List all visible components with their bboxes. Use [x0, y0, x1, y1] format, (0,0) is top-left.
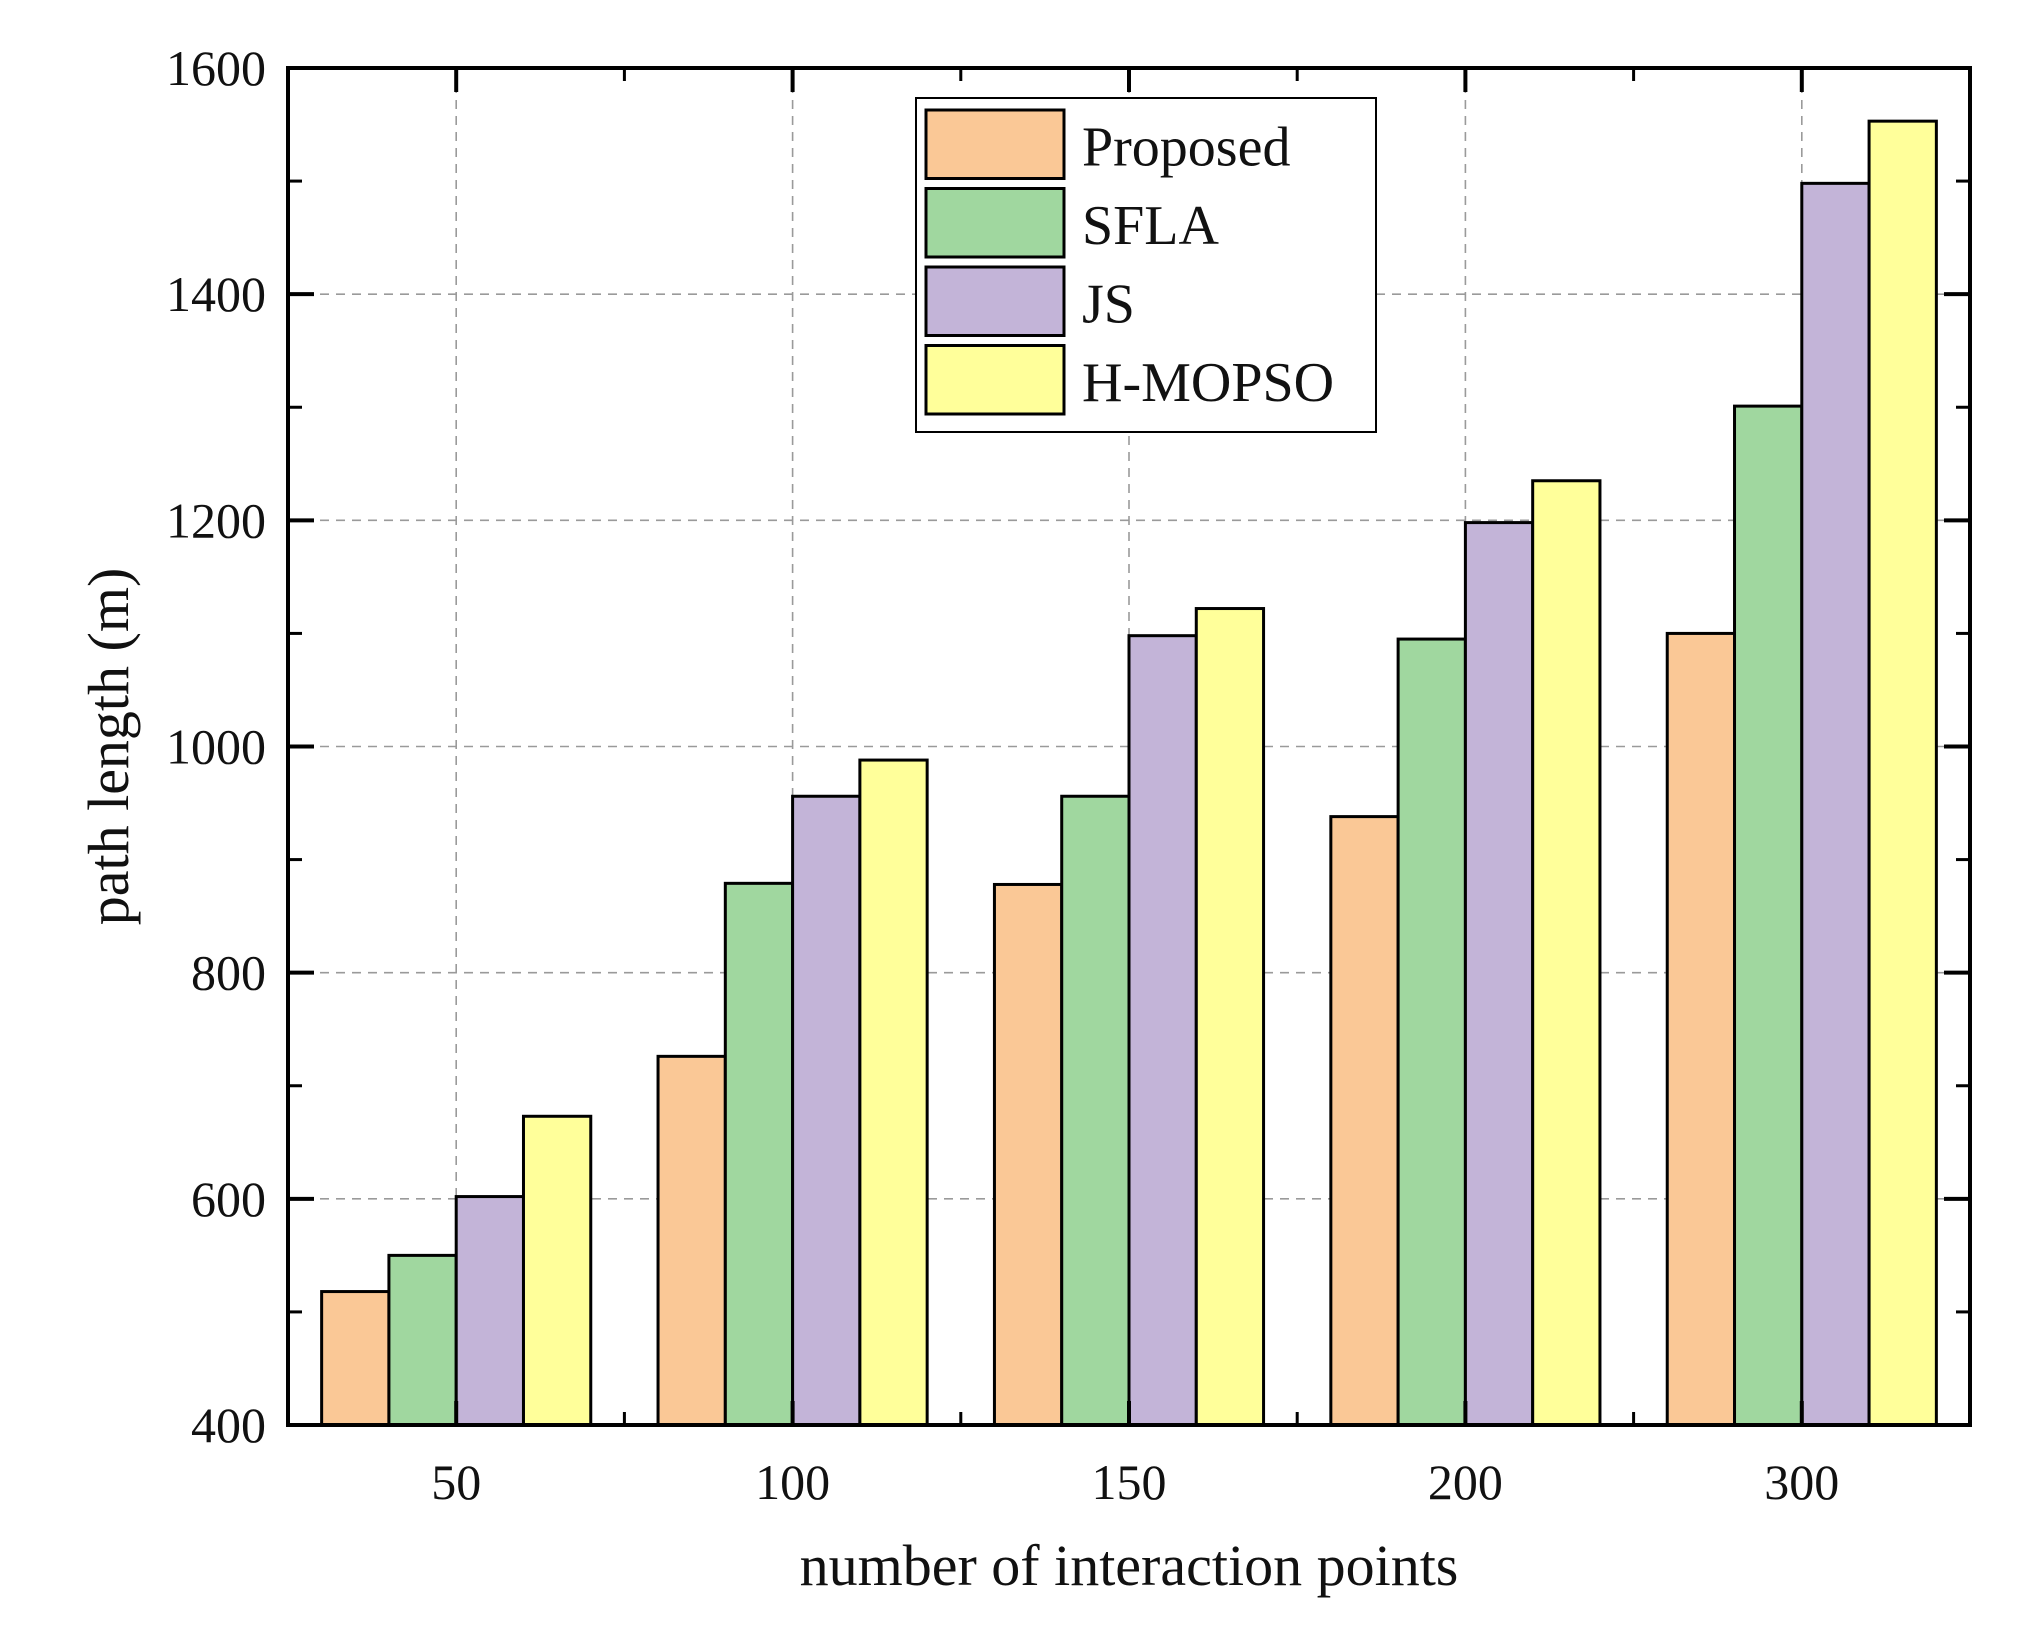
- bar-h-mopso-150: [1194, 607, 1266, 1427]
- legend-swatch-proposed: [924, 108, 1066, 180]
- bar-js-150: [1127, 634, 1198, 1427]
- legend-swatch-js: [924, 265, 1066, 337]
- legend-swatch-h-mopso: [924, 344, 1066, 416]
- bar-sfla-200: [1396, 637, 1467, 1427]
- bar-h-mopso-300: [1867, 119, 1938, 1427]
- y-tick-label: 1400: [166, 266, 266, 322]
- axis-ticks: [288, 66, 1970, 1427]
- legend-label-sfla: SFLA: [1082, 195, 1219, 257]
- bar-h-mopso-50: [521, 1114, 593, 1427]
- y-tick-labels: 400 600 800 1000 1200 1400 1600: [166, 40, 266, 1453]
- bar-proposed-100: [656, 1054, 727, 1427]
- bar-sfla-300: [1733, 404, 1804, 1427]
- x-tick-label: 200: [1428, 1454, 1503, 1510]
- x-tick-label: 150: [1092, 1454, 1167, 1510]
- bar-js-300: [1800, 181, 1871, 1427]
- bar-sfla-50: [387, 1253, 458, 1427]
- x-axis-title: number of interaction points: [800, 1533, 1459, 1598]
- bar-sfla-100: [723, 881, 795, 1427]
- bar-h-mopso-100: [858, 758, 929, 1427]
- legend-label-h-mopso: H-MOPSO: [1082, 352, 1334, 414]
- y-axis-title: path length (m): [76, 568, 141, 926]
- bar-proposed-200: [1329, 815, 1400, 1427]
- y-tick-label: 1200: [166, 492, 266, 548]
- bar-js-100: [791, 794, 862, 1427]
- bar-proposed-150: [992, 882, 1064, 1427]
- x-tick-label: 300: [1764, 1454, 1839, 1510]
- legend-label-js: JS: [1082, 273, 1135, 335]
- y-tick-label: 800: [191, 945, 266, 1001]
- y-tick-label: 1600: [166, 40, 266, 96]
- bar-js-200: [1463, 521, 1535, 1427]
- legend: Proposed SFLA JS H-MOPSO: [915, 97, 1377, 433]
- bar-proposed-50: [320, 1290, 391, 1427]
- y-tick-label: 600: [191, 1171, 266, 1227]
- x-tick-labels: 50 100 150 200 300: [431, 1454, 1839, 1510]
- bar-js-50: [454, 1195, 525, 1427]
- y-tick-label: 400: [191, 1397, 266, 1453]
- bars: [320, 119, 1938, 1427]
- bar-h-mopso-200: [1531, 479, 1602, 1427]
- x-tick-label: 50: [431, 1454, 481, 1510]
- x-tick-label: 100: [755, 1454, 830, 1510]
- legend-label-proposed: Proposed: [1082, 116, 1290, 178]
- bar-sfla-150: [1060, 794, 1131, 1427]
- legend-swatch-sfla: [924, 187, 1066, 259]
- y-tick-label: 1000: [166, 719, 266, 775]
- bar-proposed-300: [1665, 631, 1737, 1427]
